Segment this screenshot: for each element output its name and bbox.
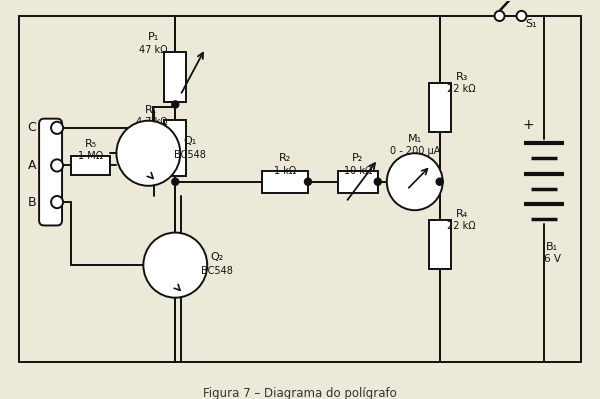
Circle shape — [51, 196, 63, 208]
Text: S₁: S₁ — [526, 19, 537, 29]
Circle shape — [517, 11, 526, 21]
Text: B₁: B₁ — [547, 242, 559, 252]
Circle shape — [51, 159, 63, 172]
FancyBboxPatch shape — [39, 119, 62, 225]
Bar — [338, 170, 378, 193]
Circle shape — [172, 101, 179, 108]
Text: 1 MΩ: 1 MΩ — [78, 151, 103, 161]
Text: BC548: BC548 — [175, 150, 206, 160]
Bar — [429, 83, 451, 132]
Bar — [164, 120, 186, 176]
Text: 4,7 kΩ: 4,7 kΩ — [136, 117, 167, 127]
Bar — [71, 156, 110, 175]
Circle shape — [116, 121, 180, 186]
Text: 1 kΩ: 1 kΩ — [274, 166, 296, 176]
Text: 22 kΩ: 22 kΩ — [448, 84, 476, 94]
Circle shape — [51, 122, 63, 134]
Text: R₁: R₁ — [145, 105, 157, 115]
Bar — [262, 170, 308, 193]
Text: A: A — [28, 159, 36, 172]
Text: 6 V: 6 V — [544, 254, 561, 264]
Circle shape — [436, 178, 443, 185]
Text: R₃: R₃ — [455, 72, 468, 82]
Text: 22 kΩ: 22 kΩ — [448, 221, 476, 231]
Circle shape — [387, 153, 443, 210]
Text: M₁: M₁ — [407, 134, 422, 144]
Text: Q₂: Q₂ — [211, 252, 224, 262]
Circle shape — [143, 233, 207, 298]
Text: R₅: R₅ — [85, 139, 97, 149]
Bar — [164, 51, 186, 103]
Text: 0 - 200 μA: 0 - 200 μA — [389, 146, 440, 156]
Bar — [429, 220, 451, 269]
Text: +: + — [523, 118, 534, 132]
Text: 10 kΩ: 10 kΩ — [344, 166, 372, 176]
Text: B: B — [28, 196, 36, 209]
Text: Q₁: Q₁ — [184, 136, 197, 146]
Text: 47 kΩ: 47 kΩ — [139, 45, 167, 55]
Text: P₂: P₂ — [352, 153, 364, 163]
Circle shape — [304, 178, 311, 185]
Text: BC548: BC548 — [201, 266, 233, 276]
Circle shape — [172, 178, 179, 185]
Text: R₄: R₄ — [455, 209, 468, 219]
Circle shape — [494, 11, 505, 21]
Text: Figura 7 – Diagrama do polígrafo: Figura 7 – Diagrama do polígrafo — [203, 387, 397, 399]
Circle shape — [374, 178, 382, 185]
Text: P₁: P₁ — [148, 32, 159, 42]
Text: C: C — [28, 121, 36, 134]
Text: R₂: R₂ — [279, 153, 291, 163]
